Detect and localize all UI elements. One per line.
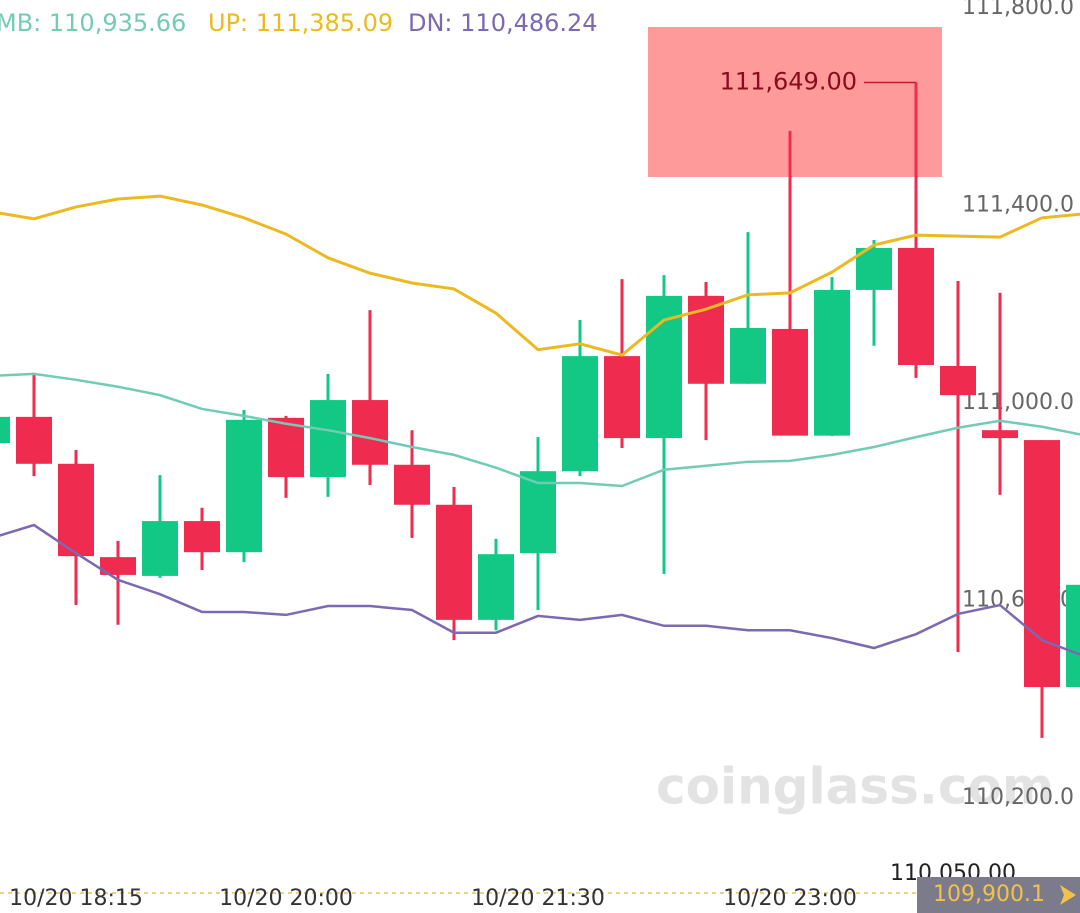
x-tick-label: 10/20 18:15 (9, 886, 143, 911)
candle-body (394, 464, 430, 505)
y-tick-label: 111,000.0 (962, 390, 1074, 415)
candle-body (856, 247, 892, 290)
band-line (0, 523, 1080, 656)
x-tick-label: 10/20 21:30 (471, 886, 605, 911)
candle-body (1024, 440, 1060, 688)
candle-body (16, 416, 52, 464)
candle-body (0, 416, 10, 444)
price-badge-label: 109,900.1 (933, 882, 1045, 907)
band-line (0, 194, 1080, 357)
legend-entry: MB: 110,935.66 (0, 9, 186, 37)
y-tick-label: 111,800.0 (962, 0, 1074, 20)
candle-body (814, 289, 850, 436)
candle-body (226, 419, 262, 553)
candle-body (310, 400, 346, 478)
legend-entry: UP: 111,385.09 (208, 9, 393, 37)
candle-body (58, 463, 94, 557)
candle-body (268, 417, 304, 478)
band-line (0, 372, 1080, 488)
candle-body (898, 247, 934, 366)
candle-body (772, 328, 808, 436)
y-tick-label: 110,200.0 (962, 785, 1074, 810)
candle-body (100, 557, 136, 575)
legend-entry: DN: 110,486.24 (408, 9, 598, 37)
watermark: coinglass.com (656, 758, 1054, 816)
max-label: 111,649.00 (720, 67, 857, 95)
price-badge-arrow (1060, 885, 1076, 905)
candle-body (730, 327, 766, 384)
candle-body (478, 554, 514, 620)
candle-body (1066, 584, 1080, 688)
candle-body (436, 504, 472, 620)
candle-body (604, 356, 640, 439)
highlight-box (648, 27, 942, 177)
candle-body (940, 365, 976, 396)
candle-body (562, 356, 598, 472)
y-tick-label: 111,400.0 (962, 192, 1074, 217)
x-tick-label: 10/20 23:00 (723, 886, 857, 911)
candle-body (352, 400, 388, 465)
candle-body (982, 430, 1018, 439)
x-tick-label: 10/20 20:00 (219, 886, 353, 911)
candle-body (142, 521, 178, 576)
candle-body (520, 471, 556, 554)
price-badge (917, 877, 1080, 913)
candle-body (184, 521, 220, 553)
